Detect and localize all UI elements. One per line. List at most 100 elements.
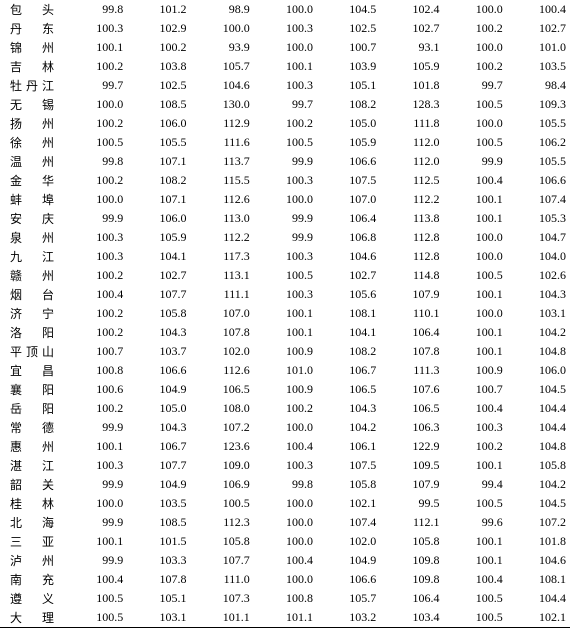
- value-cell: 100.1: [444, 532, 507, 551]
- value-cell: 104.2: [507, 475, 570, 494]
- value-cell: 104.9: [127, 380, 190, 399]
- value-cell: 105.5: [507, 152, 570, 171]
- value-cell: 104.1: [317, 323, 380, 342]
- table-row: 平顶山100.7103.7102.0100.9108.2107.8100.110…: [0, 342, 570, 361]
- value-cell: 113.0: [191, 209, 254, 228]
- value-cell: 100.3: [64, 228, 127, 247]
- table-row: 泉州100.3105.9112.299.9106.8112.8100.0104.…: [0, 228, 570, 247]
- value-cell: 102.1: [317, 494, 380, 513]
- table-row: 北海99.9108.5112.3100.0107.4112.199.6107.2…: [0, 513, 570, 532]
- value-cell: 111.1: [191, 285, 254, 304]
- value-cell: 107.2: [191, 418, 254, 437]
- city-cell: 锦州: [0, 38, 64, 57]
- value-cell: 107.7: [127, 285, 190, 304]
- table-row: 丹东100.3102.9100.0100.3102.5102.7100.2102…: [0, 19, 570, 38]
- table-row: 湛江100.3107.7109.0100.3107.5109.5100.1105…: [0, 456, 570, 475]
- value-cell: 100.2: [64, 323, 127, 342]
- value-cell: 112.0: [380, 152, 443, 171]
- value-cell: 115.5: [191, 171, 254, 190]
- value-cell: 100.2: [64, 399, 127, 418]
- value-cell: 100.3: [64, 19, 127, 38]
- value-cell: 100.8: [254, 589, 317, 608]
- value-cell: 106.0: [127, 209, 190, 228]
- table-row: 泸州99.9103.3107.7100.4104.9109.8100.1104.…: [0, 551, 570, 570]
- table-row: 牡丹江99.7102.5104.6100.3105.1101.899.798.4…: [0, 76, 570, 95]
- city-cell: 扬州: [0, 114, 64, 133]
- value-cell: 108.0: [191, 399, 254, 418]
- value-cell: 104.6: [191, 76, 254, 95]
- table-row: 三亚100.1101.5105.8100.0102.0105.8100.1101…: [0, 532, 570, 551]
- value-cell: 104.5: [317, 0, 380, 19]
- value-cell: 100.2: [254, 114, 317, 133]
- value-cell: 110.1: [380, 304, 443, 323]
- value-cell: 100.2: [254, 399, 317, 418]
- city-cell: 常德: [0, 418, 64, 437]
- value-cell: 112.8: [380, 247, 443, 266]
- value-cell: 100.4: [507, 0, 570, 19]
- value-cell: 104.2: [507, 323, 570, 342]
- value-cell: 100.5: [444, 133, 507, 152]
- value-cell: 100.1: [444, 323, 507, 342]
- table-row: 遵义100.5105.1107.3100.8105.7106.4100.5104…: [0, 589, 570, 608]
- value-cell: 99.8: [254, 475, 317, 494]
- value-cell: 104.9: [127, 475, 190, 494]
- value-cell: 105.3: [507, 209, 570, 228]
- table-row: 南充100.4107.8111.0100.0106.6109.8100.4108…: [0, 570, 570, 589]
- value-cell: 102.1: [507, 608, 570, 628]
- city-cell: 泸州: [0, 551, 64, 570]
- value-cell: 100.5: [444, 608, 507, 628]
- value-cell: 99.7: [64, 76, 127, 95]
- value-cell: 103.1: [127, 608, 190, 628]
- table-row: 九江100.3104.1117.3100.3104.6112.8100.0104…: [0, 247, 570, 266]
- value-cell: 100.0: [64, 95, 127, 114]
- value-cell: 106.4: [380, 589, 443, 608]
- value-cell: 105.1: [127, 589, 190, 608]
- value-cell: 105.6: [317, 285, 380, 304]
- table-row: 烟台100.4107.7111.1100.3105.6107.9100.1104…: [0, 285, 570, 304]
- table-row: 金华100.2108.2115.5100.3107.5112.5100.4106…: [0, 171, 570, 190]
- city-cell: 遵义: [0, 589, 64, 608]
- value-cell: 100.3: [254, 171, 317, 190]
- value-cell: 98.4: [507, 76, 570, 95]
- value-cell: 108.5: [127, 95, 190, 114]
- table-row: 济宁100.2105.8107.0100.1108.1110.1100.0103…: [0, 304, 570, 323]
- table-row: 韶关99.9104.9106.999.8105.8107.999.4104.21…: [0, 475, 570, 494]
- value-cell: 104.8: [507, 437, 570, 456]
- value-cell: 100.9: [254, 342, 317, 361]
- table-row: 无锡100.0108.5130.099.7108.2128.3100.5109.…: [0, 95, 570, 114]
- value-cell: 100.3: [254, 76, 317, 95]
- value-cell: 100.3: [254, 285, 317, 304]
- value-cell: 112.9: [191, 114, 254, 133]
- value-cell: 112.2: [191, 228, 254, 247]
- value-cell: 107.6: [380, 380, 443, 399]
- value-cell: 103.4: [380, 608, 443, 628]
- value-cell: 112.6: [191, 190, 254, 209]
- city-cell: 赣州: [0, 266, 64, 285]
- table-row: 安庆99.9106.0113.099.9106.4113.8100.1105.3…: [0, 209, 570, 228]
- value-cell: 105.0: [317, 114, 380, 133]
- value-cell: 100.1: [64, 437, 127, 456]
- value-cell: 100.9: [254, 380, 317, 399]
- value-cell: 99.9: [64, 418, 127, 437]
- value-cell: 103.1: [507, 304, 570, 323]
- value-cell: 104.4: [507, 399, 570, 418]
- value-cell: 106.8: [317, 228, 380, 247]
- city-cell: 温州: [0, 152, 64, 171]
- value-cell: 99.9: [64, 209, 127, 228]
- value-cell: 103.5: [127, 494, 190, 513]
- value-cell: 100.9: [444, 361, 507, 380]
- value-cell: 100.3: [254, 19, 317, 38]
- value-cell: 100.2: [64, 114, 127, 133]
- value-cell: 100.0: [64, 494, 127, 513]
- value-cell: 100.2: [127, 38, 190, 57]
- value-cell: 103.3: [127, 551, 190, 570]
- city-cell: 无锡: [0, 95, 64, 114]
- value-cell: 122.9: [380, 437, 443, 456]
- value-cell: 106.6: [317, 152, 380, 171]
- value-cell: 103.2: [317, 608, 380, 628]
- value-cell: 102.7: [507, 19, 570, 38]
- value-cell: 107.0: [191, 304, 254, 323]
- value-cell: 100.2: [64, 57, 127, 76]
- value-cell: 99.7: [254, 95, 317, 114]
- table-row: 扬州100.2106.0112.9100.2105.0111.8100.0105…: [0, 114, 570, 133]
